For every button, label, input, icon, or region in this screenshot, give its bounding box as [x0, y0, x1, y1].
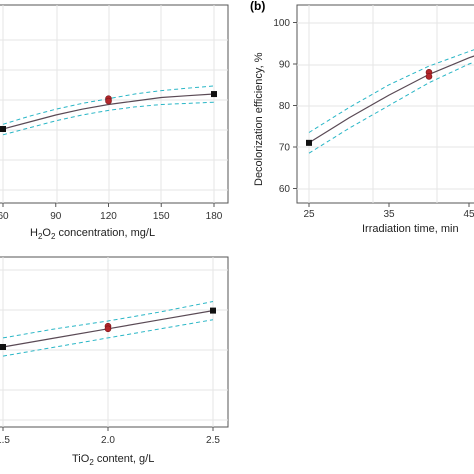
- x-axis-label: Irradiation time, min: [362, 223, 459, 235]
- chart-panel-h2o2: 60 90 120 150 180 H2O2 concentration, mg/L: [0, 4, 229, 241]
- x-axis-label-part: content, g/L: [94, 453, 155, 465]
- x-tick-labels: 25 35 45: [303, 203, 474, 220]
- center-point-marker: [105, 97, 112, 105]
- x-axis-label: H2O2 concentration, mg/L: [30, 227, 155, 241]
- x-tick-label: 150: [153, 211, 170, 222]
- fit-curve: [2, 93, 215, 130]
- design-point-marker: [210, 307, 216, 314]
- x-tick-label: 60: [0, 211, 9, 222]
- x-tick-label: 1.5: [0, 435, 10, 446]
- ci-upper-line: [2, 301, 214, 339]
- x-tick-label: 2.5: [206, 435, 220, 446]
- x-tick-labels: 60 90 120 150 180: [0, 203, 223, 222]
- x-tick-label: 25: [303, 209, 315, 220]
- design-point-marker: [211, 91, 217, 98]
- gridlines: [297, 5, 474, 203]
- design-point-marker: [306, 139, 312, 146]
- y-axis-label: Decolorization efficiency, %: [253, 52, 265, 186]
- fit-line: [308, 55, 474, 144]
- x-tick-labels: 1.5 2.0 2.5: [0, 427, 220, 446]
- plot-frame: [0, 4, 229, 204]
- x-tick-label: 35: [383, 209, 395, 220]
- x-tick-label: 90: [50, 211, 62, 222]
- y-tick-labels: 60 70 80 90 100: [273, 18, 297, 195]
- x-axis-label-subscript: 2: [38, 232, 43, 241]
- fit-line: [2, 93, 215, 130]
- design-point-marker: [0, 344, 6, 350]
- x-tick-label: 180: [206, 211, 223, 222]
- y-tick-label: 60: [279, 184, 291, 195]
- design-point-marker: [0, 126, 6, 132]
- x-tick-label: 120: [100, 211, 117, 222]
- confidence-band: [2, 301, 214, 357]
- x-axis-label-subscript: 2: [51, 232, 56, 241]
- x-axis-label: TiO2 content, g/L: [72, 453, 154, 467]
- center-point-marker: [104, 325, 112, 333]
- chart-panel-irradiation: (b) 25 35 45 60 70 80 90 100 Irradiation time,…: [250, 0, 474, 235]
- x-axis-label-part: concentration, mg/L: [55, 227, 155, 239]
- chart-panel-tio2: 1.5 2.0 2.5 TiO2 content, g/L: [0, 256, 229, 467]
- x-tick-label: 2.0: [101, 435, 115, 446]
- x-tick-label: 45: [463, 209, 474, 220]
- center-point-marker: [425, 73, 433, 80]
- data-points: [0, 91, 217, 132]
- y-tick-label: 90: [279, 60, 291, 71]
- ci-upper-line: [308, 49, 474, 133]
- data-points: [0, 307, 216, 350]
- data-points: [306, 69, 433, 146]
- ci-lower-line: [2, 319, 214, 357]
- plot-frame: [0, 256, 229, 428]
- y-tick-label: 80: [279, 101, 291, 112]
- confidence-band: [308, 49, 474, 154]
- fit-curve: [308, 55, 474, 144]
- y-tick-label: 70: [279, 143, 291, 154]
- y-tick-label: 100: [273, 18, 290, 29]
- x-axis-label-part: TiO: [72, 453, 90, 465]
- panel-label: (b): [250, 0, 265, 13]
- plot-frame: [296, 4, 474, 204]
- x-axis-label-part: H: [30, 227, 38, 239]
- x-axis-label-part: O: [42, 227, 51, 239]
- gridlines: [0, 5, 228, 203]
- ci-lower-line: [2, 101, 215, 136]
- ci-lower-line: [308, 61, 474, 154]
- gridlines: [0, 257, 228, 427]
- x-axis-label-subscript: 2: [89, 458, 94, 467]
